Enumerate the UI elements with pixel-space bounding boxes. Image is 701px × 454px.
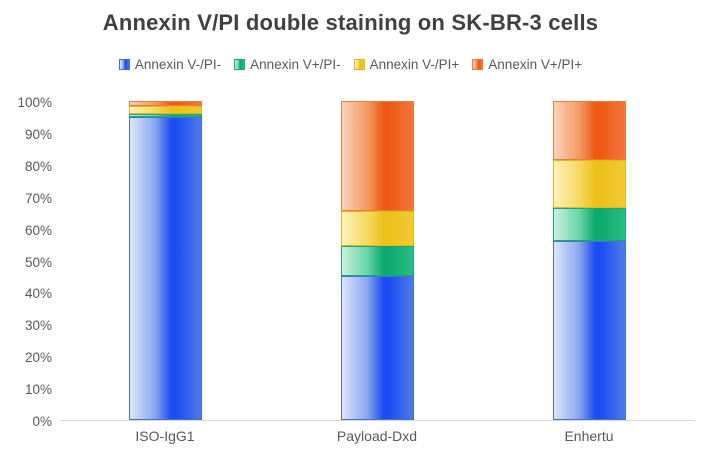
bar-segment	[128, 105, 202, 114]
y-axis-tick-label: 60%	[24, 222, 52, 238]
bar-segment	[128, 116, 202, 420]
chart-title: Annexin V/PI double staining on SK-BR-3 …	[102, 10, 599, 35]
legend-item-2: Annexin V+/PI-	[234, 57, 341, 72]
y-axis-tick-label: 0%	[32, 414, 52, 429]
legend-item-label: Annexin V+/PI+	[488, 57, 583, 72]
y-axis-tick-label: 10%	[24, 382, 52, 398]
x-axis-category-label: ISO-IgG1	[135, 428, 195, 444]
y-axis-tick-label: 100%	[17, 95, 52, 110]
y-axis-tick-label: 80%	[24, 158, 52, 174]
bar-segment	[128, 113, 202, 117]
bar-segment	[552, 101, 626, 161]
legend-item-label: Annexin V+/PI-	[250, 57, 341, 72]
legend-swatch-icon	[353, 59, 365, 70]
y-axis-tick-label: 30%	[24, 318, 52, 334]
x-axis-category-label: Payload-Dxd	[336, 428, 418, 444]
x-axis-category-label: Enhertu	[564, 428, 614, 444]
y-axis-tick-label: 70%	[24, 190, 52, 206]
stacked-bar-iso-igg1	[128, 101, 202, 420]
y-axis-tick-label: 50%	[24, 254, 52, 270]
bar-segment	[340, 211, 414, 247]
bar-segment	[340, 101, 414, 212]
legend-swatch-icon	[234, 59, 246, 70]
legend-swatch-icon	[118, 59, 130, 70]
y-axis-tick-label: 20%	[24, 350, 52, 366]
bar-segment	[552, 160, 626, 208]
chart-legend: Annexin V-/PI- Annexin V+/PI- Annexin V-/P…	[0, 57, 701, 72]
bar-segment	[552, 241, 626, 420]
legend-item-label: Annexin V-/PI-	[134, 57, 222, 72]
legend-swatch-icon	[472, 59, 484, 70]
bar-segment	[552, 207, 626, 242]
stacked-bar-payload-dxd	[340, 101, 414, 420]
bar-segment	[128, 101, 202, 106]
legend-item-label: Annexin V-/PI+	[369, 57, 460, 72]
bar-segment	[340, 276, 414, 420]
plot-area	[59, 101, 695, 421]
legend-item-1: Annexin V-/PI-	[118, 57, 222, 72]
bar-segment	[340, 246, 414, 277]
legend-item-3: Annexin V-/PI+	[353, 57, 460, 72]
y-axis-tick-label: 90%	[24, 126, 52, 142]
legend-item-4: Annexin V+/PI+	[472, 57, 582, 72]
stacked-bar-enhertu	[552, 101, 626, 420]
y-axis-tick-label: 40%	[24, 286, 52, 302]
